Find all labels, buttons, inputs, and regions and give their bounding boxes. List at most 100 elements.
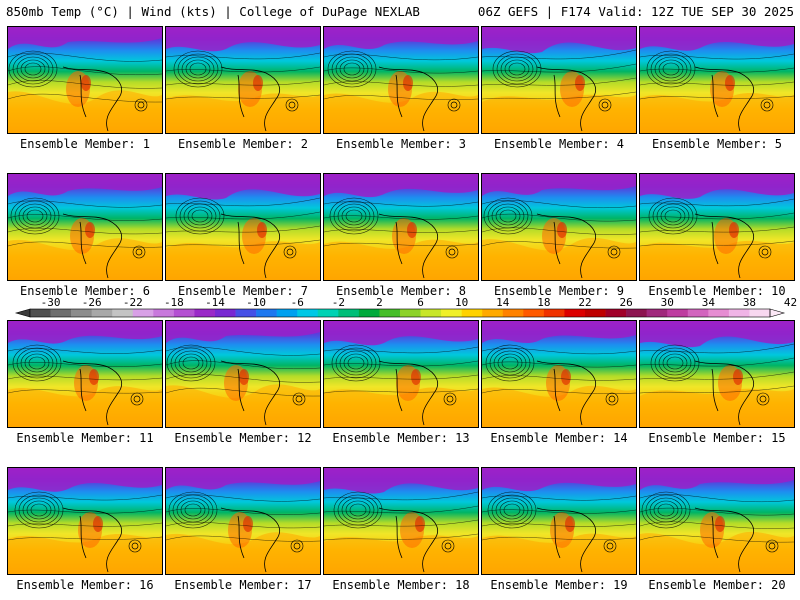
colorbar-swatch	[132, 309, 154, 317]
temperature-map	[323, 467, 479, 575]
ensemble-panel: Ensemble Member: 15	[639, 320, 795, 452]
temperature-map	[481, 320, 637, 428]
colorbar-tick-label: -14	[205, 296, 225, 309]
colorbar-swatch	[420, 309, 442, 317]
ensemble-panel: Ensemble Member: 10	[639, 173, 795, 305]
ensemble-member-label: Ensemble Member: 12	[174, 431, 312, 445]
ensemble-member-label: Ensemble Member: 7	[177, 284, 309, 298]
ensemble-member-label: Ensemble Member: 1	[19, 137, 151, 151]
ensemble-panel: Ensemble Member: 12	[165, 320, 321, 452]
colorbar-min-arrow	[14, 308, 31, 318]
ensemble-panel: Ensemble Member: 4	[481, 26, 637, 158]
ensemble-panel: Ensemble Member: 13	[323, 320, 479, 452]
ensemble-panel: Ensemble Member: 18	[323, 467, 479, 599]
temperature-map	[7, 173, 163, 281]
colorbar-tick-label: -18	[164, 296, 184, 309]
colorbar-swatch	[441, 309, 462, 317]
ensemble-panel: Ensemble Member: 2	[165, 26, 321, 158]
colorbar-swatch	[708, 309, 730, 317]
temperature-map	[639, 26, 795, 134]
colorbar-swatch	[30, 309, 51, 317]
temperature-map	[165, 467, 321, 575]
colorbar-swatch	[194, 309, 216, 317]
colorbar-swatch	[276, 309, 298, 317]
ensemble-member-label: Ensemble Member: 13	[332, 431, 470, 445]
temperature-map	[481, 173, 637, 281]
colorbar-tick-label: -30	[41, 296, 61, 309]
ensemble-member-label: Ensemble Member: 15	[648, 431, 786, 445]
colorbar-tick-label: 2	[376, 296, 383, 309]
colorbar-swatch	[605, 309, 627, 317]
ensemble-member-label: Ensemble Member: 8	[335, 284, 467, 298]
ensemble-panel: Ensemble Member: 7	[165, 173, 321, 305]
colorbar-max-arrow	[769, 308, 786, 318]
ensemble-member-label: Ensemble Member: 18	[332, 578, 470, 592]
colorbar-tick-label: 18	[537, 296, 550, 309]
colorbar-tick-label: -22	[123, 296, 143, 309]
colorbar-swatch	[523, 309, 545, 317]
ensemble-member-label: Ensemble Member: 6	[19, 284, 151, 298]
colorbar-swatch	[400, 309, 421, 317]
temperature-colorbar: -30 -26 -22 -18 -14 -10 -6 -2 2 6 10 14 18 22 26 30 34 38…	[14, 296, 797, 318]
run-valid-time: 06Z GEFS | F174 Valid: 12Z TUE SEP 30 20…	[477, 4, 794, 19]
temperature-map	[165, 173, 321, 281]
colorbar-swatch	[379, 309, 401, 317]
temperature-map	[481, 26, 637, 134]
colorbar-tick-label: 26	[619, 296, 632, 309]
ensemble-panel: Ensemble Member: 9	[481, 173, 637, 305]
temperature-map	[7, 26, 163, 134]
ensemble-member-label: Ensemble Member: 9	[493, 284, 625, 298]
colorbar-swatch	[153, 309, 175, 317]
colorbar-swatch	[728, 309, 750, 317]
ensemble-member-label: Ensemble Member: 20	[648, 578, 786, 592]
temperature-map	[165, 26, 321, 134]
ensemble-panel: Ensemble Member: 20	[639, 467, 795, 599]
colorbar-tick-label: 10	[455, 296, 468, 309]
ensemble-member-label: Ensemble Member: 5	[651, 137, 783, 151]
colorbar-swatch	[50, 309, 72, 317]
ensemble-panel: Ensemble Member: 5	[639, 26, 795, 158]
temperature-map	[7, 467, 163, 575]
ensemble-member-label: Ensemble Member: 3	[335, 137, 467, 151]
temperature-map	[323, 26, 479, 134]
colorbar-tick-label: -10	[246, 296, 266, 309]
colorbar-swatch	[358, 309, 380, 317]
ensemble-member-label: Ensemble Member: 10	[648, 284, 786, 298]
colorbar-swatch	[502, 309, 524, 317]
ensemble-panel: Ensemble Member: 6	[7, 173, 163, 305]
ensemble-member-label: Ensemble Member: 16	[16, 578, 154, 592]
ensemble-member-label: Ensemble Member: 4	[493, 137, 625, 151]
colorbar-swatch	[585, 309, 606, 317]
colorbar-swatch	[667, 309, 689, 317]
colorbar-tick-label: 14	[496, 296, 510, 309]
colorbar-swatch	[687, 309, 709, 317]
ensemble-panel: Ensemble Member: 14	[481, 320, 637, 452]
temperature-map	[639, 173, 795, 281]
colorbar-swatch	[564, 309, 586, 317]
colorbar-swatch	[482, 309, 504, 317]
ensemble-panel: Ensemble Member: 17	[165, 467, 321, 599]
colorbar-swatch	[749, 309, 771, 317]
colorbar-tick-label: -26	[82, 296, 102, 309]
temperature-map	[639, 467, 795, 575]
temperature-map	[481, 467, 637, 575]
ensemble-member-label: Ensemble Member: 17	[174, 578, 312, 592]
temperature-map	[323, 320, 479, 428]
colorbar-tick-label: 42	[784, 296, 797, 309]
colorbar-swatch	[646, 309, 668, 317]
colorbar-swatch	[338, 309, 360, 317]
temperature-map	[165, 320, 321, 428]
chart-title: 850mb Temp (°C) | Wind (kts) | College o…	[6, 4, 420, 19]
colorbar-swatch	[256, 309, 277, 317]
ensemble-panel: Ensemble Member: 1	[7, 26, 163, 158]
colorbar-swatch	[112, 309, 134, 317]
ensemble-panel: Ensemble Member: 19	[481, 467, 637, 599]
colorbar-tick-label: 38	[743, 296, 756, 309]
ensemble-member-label: Ensemble Member: 19	[490, 578, 628, 592]
colorbar-tick-label: -2	[332, 296, 345, 309]
temperature-map	[639, 320, 795, 428]
colorbar-tick-label: 34	[702, 296, 716, 309]
ensemble-member-label: Ensemble Member: 11	[16, 431, 154, 445]
colorbar-tick-label: -6	[291, 296, 304, 309]
colorbar-swatch	[173, 309, 195, 317]
